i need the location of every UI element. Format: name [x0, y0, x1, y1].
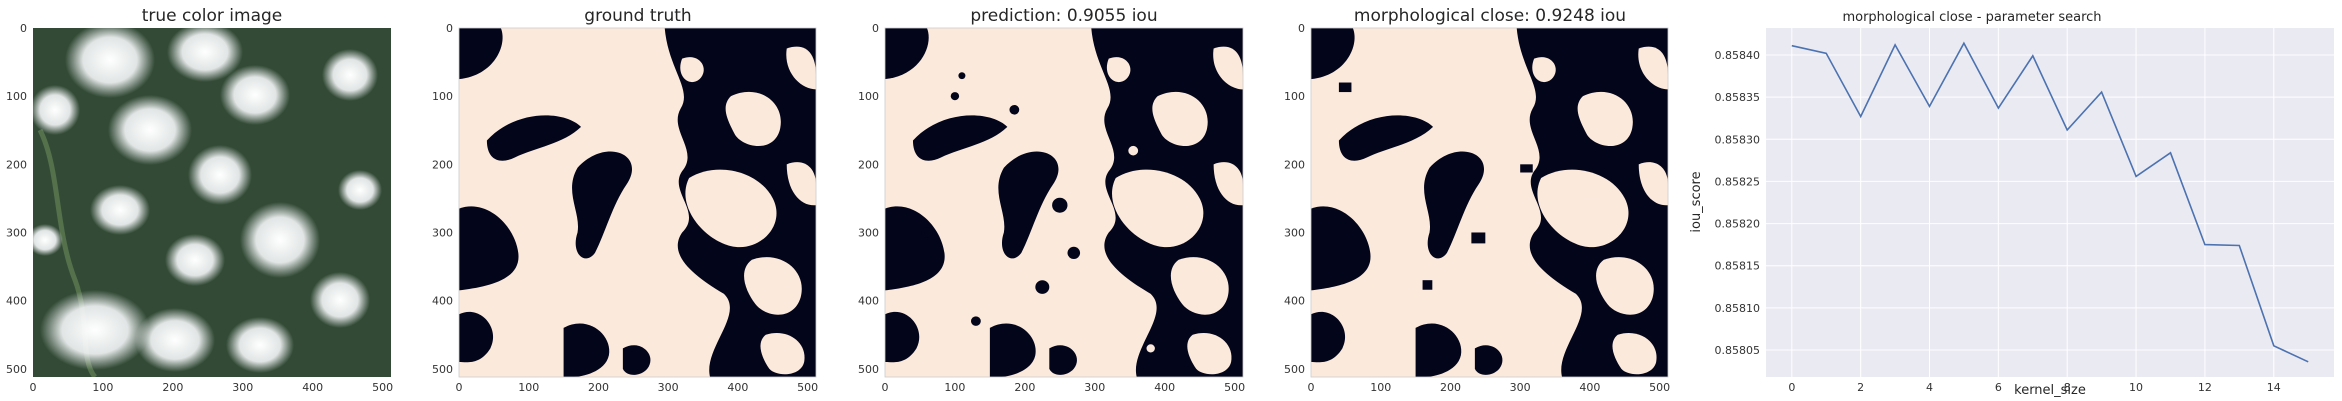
y-tick-label: 0.85830	[1715, 133, 1761, 146]
panel-prediction: prediction: 0.9055 iou 0 100 200 300 400 5000…	[858, 6, 1245, 394]
satellite-image	[33, 28, 391, 377]
x-tick-label: 300	[1510, 381, 1531, 394]
x-tick-label: 100	[92, 381, 113, 394]
x-tick-label: 8	[2064, 381, 2071, 394]
y-tick-label: 0	[446, 22, 453, 35]
plot-area	[1766, 28, 2334, 377]
y-tick-label: 200	[432, 158, 453, 171]
panel-title: morphological close: 0.9248 iou	[1354, 6, 1626, 26]
x-tick-label: 12	[2198, 381, 2212, 394]
x-tick-label: 400	[1579, 381, 1600, 394]
x-tick-label: 100	[944, 381, 965, 394]
y-tick-label: 300	[1284, 226, 1305, 239]
y-tick-label: 300	[432, 226, 453, 239]
y-tick-label: 100	[432, 90, 453, 103]
x-tick-label: 300	[1084, 381, 1105, 394]
y-tick-label: 400	[432, 295, 453, 308]
x-tick-label: 500	[372, 381, 393, 394]
x-tick-label: 100	[518, 381, 539, 394]
x-tick-label: 0	[1308, 381, 1315, 394]
y-tick-label: 0.85820	[1715, 218, 1761, 231]
y-tick-label: 200	[6, 158, 27, 171]
panel-morphological-close: morphological close: 0.9248 iou 0 100 200 3…	[1284, 6, 1670, 394]
y-tick-label: 200	[1284, 158, 1305, 171]
x-tick-label: 14	[2267, 381, 2281, 394]
y-tick-label: 500	[858, 363, 879, 376]
panel-title: morphological close - parameter search	[1842, 10, 2101, 25]
y-tick-label: 0	[872, 22, 879, 35]
y-tick-label: 300	[6, 226, 27, 239]
x-axis-label: kernel_size	[2014, 383, 2086, 398]
y-tick-label: 0	[20, 22, 27, 35]
y-tick-label: 300	[858, 226, 879, 239]
y-tick-label: 0	[1298, 22, 1305, 35]
x-tick-label: 0	[30, 381, 37, 394]
y-tick-label: 0.85825	[1715, 175, 1761, 188]
x-tick-label: 200	[162, 381, 183, 394]
y-tick-label: 100	[858, 90, 879, 103]
y-tick-label: 500	[432, 363, 453, 376]
x-tick-label: 6	[1995, 381, 2002, 394]
panel-true-color: true color image 0 100 200 300 400 5000100200…	[6, 6, 393, 394]
x-tick-label: 300	[232, 381, 253, 394]
panel-title: true color image	[142, 6, 283, 26]
x-tick-label: 0	[456, 381, 463, 394]
x-tick-label: 500	[797, 381, 818, 394]
x-tick-label: 400	[727, 381, 748, 394]
y-axis-label: iou_score	[1689, 171, 1704, 232]
y-tick-label: 100	[6, 90, 27, 103]
x-tick-label: 0	[1788, 381, 1795, 394]
x-tick-label: 10	[2129, 381, 2143, 394]
y-tick-label: 0.85835	[1715, 91, 1761, 104]
y-tick-label: 100	[1284, 90, 1305, 103]
mask-image	[459, 28, 816, 377]
y-tick-label: 0.85815	[1715, 260, 1761, 273]
y-tick-label: 400	[1284, 295, 1305, 308]
panel-ground-truth: ground truth 0 100 200 300 400 50001002003004…	[432, 6, 818, 394]
x-tick-label: 300	[658, 381, 679, 394]
x-tick-label: 100	[1370, 381, 1391, 394]
mask-image	[885, 28, 1243, 377]
y-tick-label: 200	[858, 158, 879, 171]
y-tick-label: 0.85810	[1715, 302, 1761, 315]
y-tick-label: 400	[858, 295, 879, 308]
series-line	[1791, 41, 2309, 363]
x-tick-label: 200	[588, 381, 609, 394]
x-tick-label: 400	[302, 381, 323, 394]
x-tick-label: 200	[1440, 381, 1461, 394]
y-tick-label: 500	[1284, 363, 1305, 376]
y-tick-label: 0.85805	[1715, 344, 1761, 357]
y-tick-label: 500	[6, 363, 27, 376]
x-tick-label: 200	[1014, 381, 1035, 394]
x-tick-label: 400	[1154, 381, 1175, 394]
y-tick-label: 400	[6, 295, 27, 308]
mask-image	[1311, 28, 1668, 377]
panel-title: prediction: 0.9055 iou	[970, 6, 1157, 26]
x-tick-label: 500	[1649, 381, 1670, 394]
x-tick-label: 4	[1926, 381, 1933, 394]
panel-title: ground truth	[584, 6, 691, 26]
panel-parameter-search: morphological close - parameter search 0…	[1689, 10, 2334, 398]
x-tick-label: 0	[882, 381, 889, 394]
x-tick-label: 500	[1224, 381, 1245, 394]
x-tick-label: 2	[1857, 381, 1864, 394]
series-points	[1791, 43, 2309, 362]
y-tick-label: 0.85840	[1715, 49, 1761, 62]
